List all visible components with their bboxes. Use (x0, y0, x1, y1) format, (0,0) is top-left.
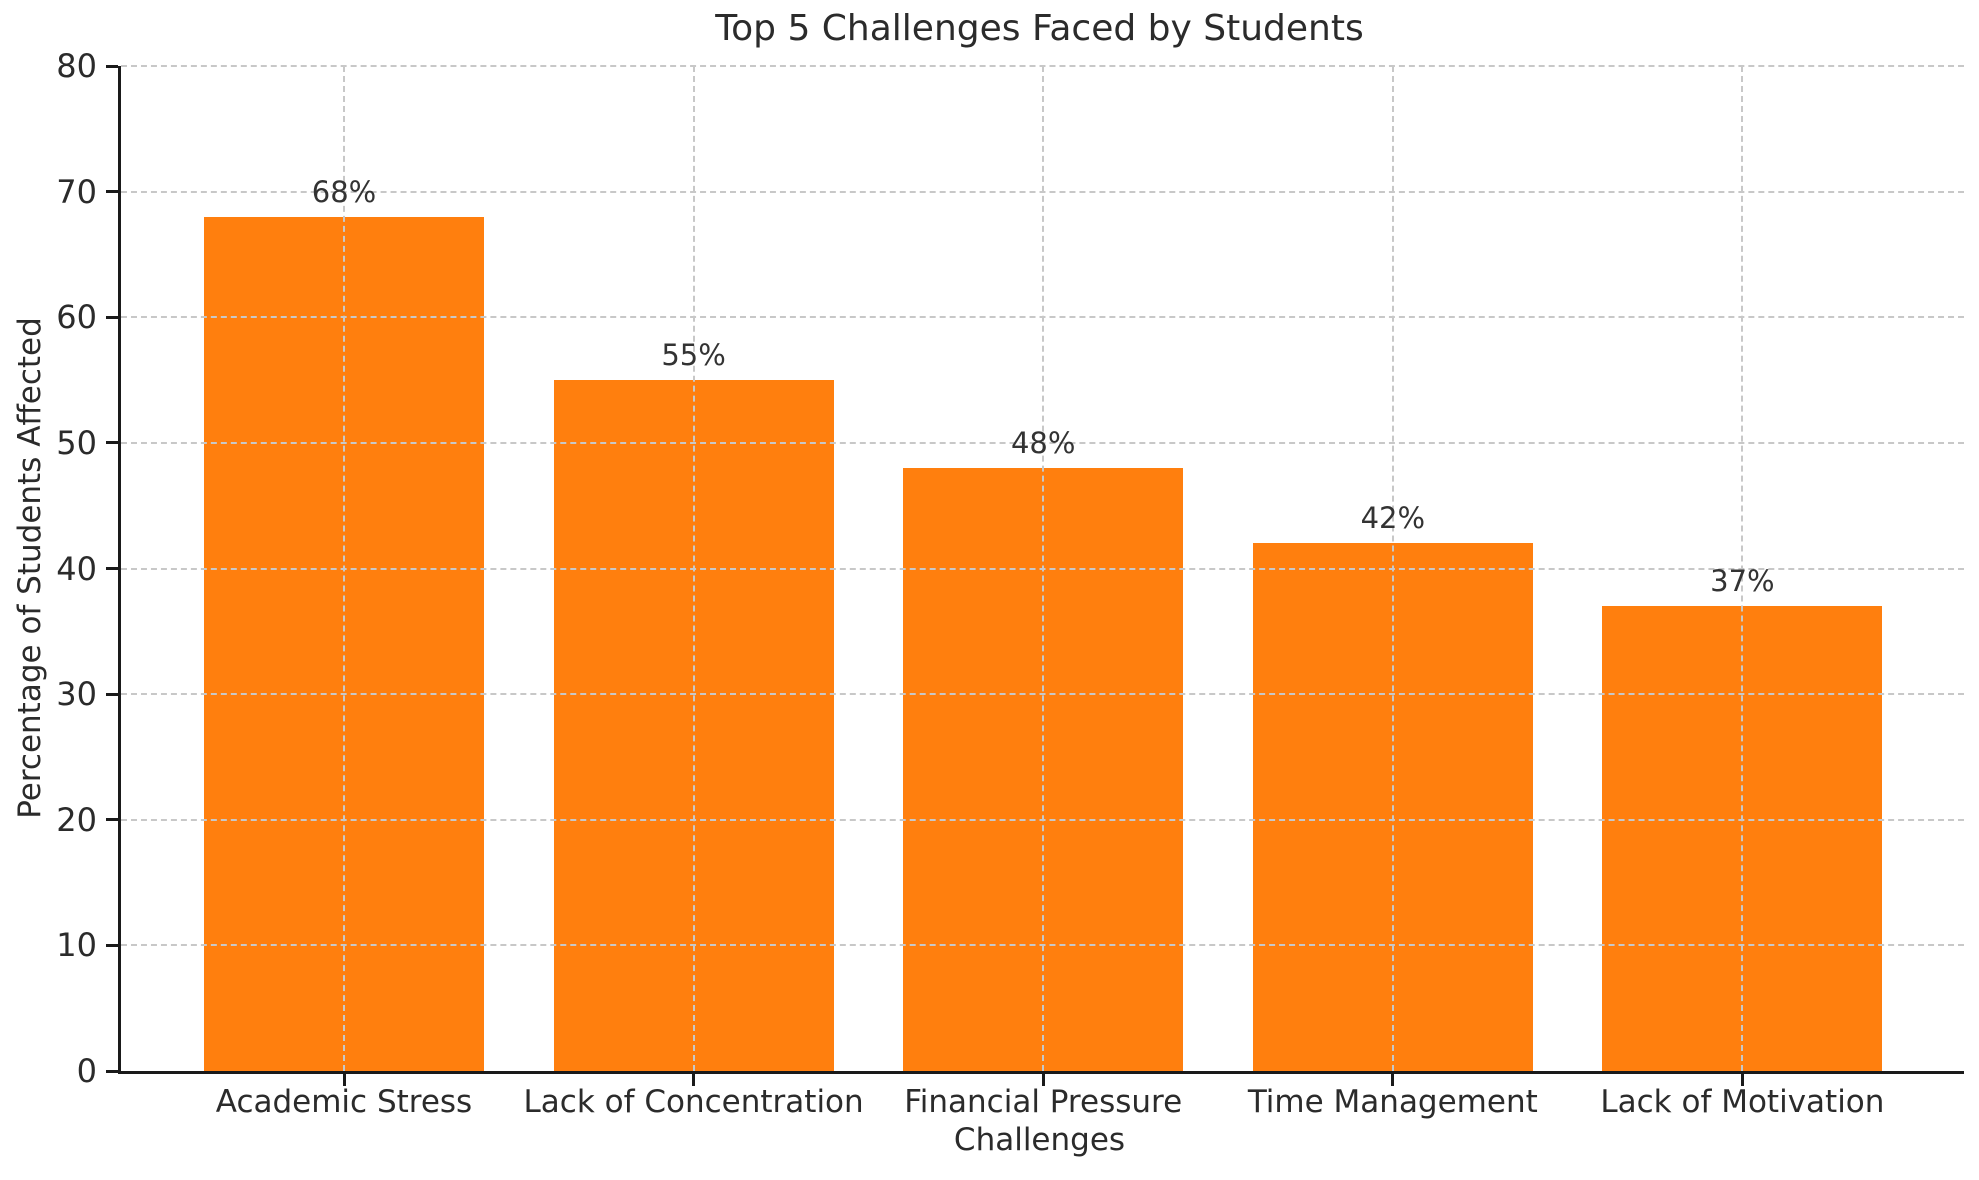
y-tick-label: 80 (56, 47, 97, 85)
bar-value-label: 42% (1360, 501, 1426, 536)
y-tick-label: 70 (56, 172, 97, 211)
y-tick-mark (106, 692, 118, 696)
x-tick-mark (692, 1074, 696, 1086)
y-tick-mark (106, 190, 118, 194)
y-tick-mark (106, 818, 118, 822)
v-gridline-2 (1042, 66, 1045, 1071)
x-tick-mark (1391, 1074, 1395, 1086)
y-tick-label: 10 (56, 926, 97, 965)
y-tick-mark (106, 943, 118, 947)
chart-title: Top 5 Challenges Faced by Students (715, 8, 1364, 49)
x-tick-label-1: Lack of Concentration (523, 1084, 864, 1120)
y-tick-label: 40 (56, 549, 97, 588)
v-gridline-3 (1391, 66, 1394, 1071)
x-tick-label-0: Academic Stress (215, 1084, 473, 1120)
y-tick-mark (106, 64, 118, 68)
bar-value-label: 55% (661, 338, 726, 373)
bar-value-label: 37% (1710, 564, 1775, 599)
x-axis-label: Challenges (953, 1122, 1126, 1158)
x-tick-mark (1041, 1074, 1045, 1086)
v-gridline-0 (343, 66, 345, 1071)
x-tick-mark (342, 1074, 346, 1086)
y-tick-label: 50 (56, 423, 97, 462)
bar-value-label: 48% (1010, 426, 1076, 460)
x-tick-label-2: Financial Pressure (904, 1084, 1183, 1120)
plot-area: 68% 55% 48% 42% 37% 0 10 20 30 40 50 60 70 80 Academic… (56, 47, 1964, 1120)
y-tick-label: 0 (76, 1052, 97, 1090)
y-tick-mark (106, 441, 118, 445)
v-gridline-4 (1741, 66, 1744, 1071)
x-tick-mark (1740, 1074, 1744, 1086)
y-tick-label: 20 (56, 800, 97, 839)
y-tick-label: 30 (56, 675, 97, 714)
x-tick-label-3: Time Management (1247, 1084, 1538, 1120)
y-tick-label: 60 (56, 298, 97, 337)
y-tick-mark (106, 315, 118, 319)
bar-value-label: 68% (311, 174, 377, 209)
y-tick-mark (106, 567, 118, 570)
y-tick-mark (106, 1069, 118, 1073)
x-tick-label-4: Lack of Motivation (1600, 1084, 1885, 1120)
v-gridline-1 (692, 66, 695, 1071)
